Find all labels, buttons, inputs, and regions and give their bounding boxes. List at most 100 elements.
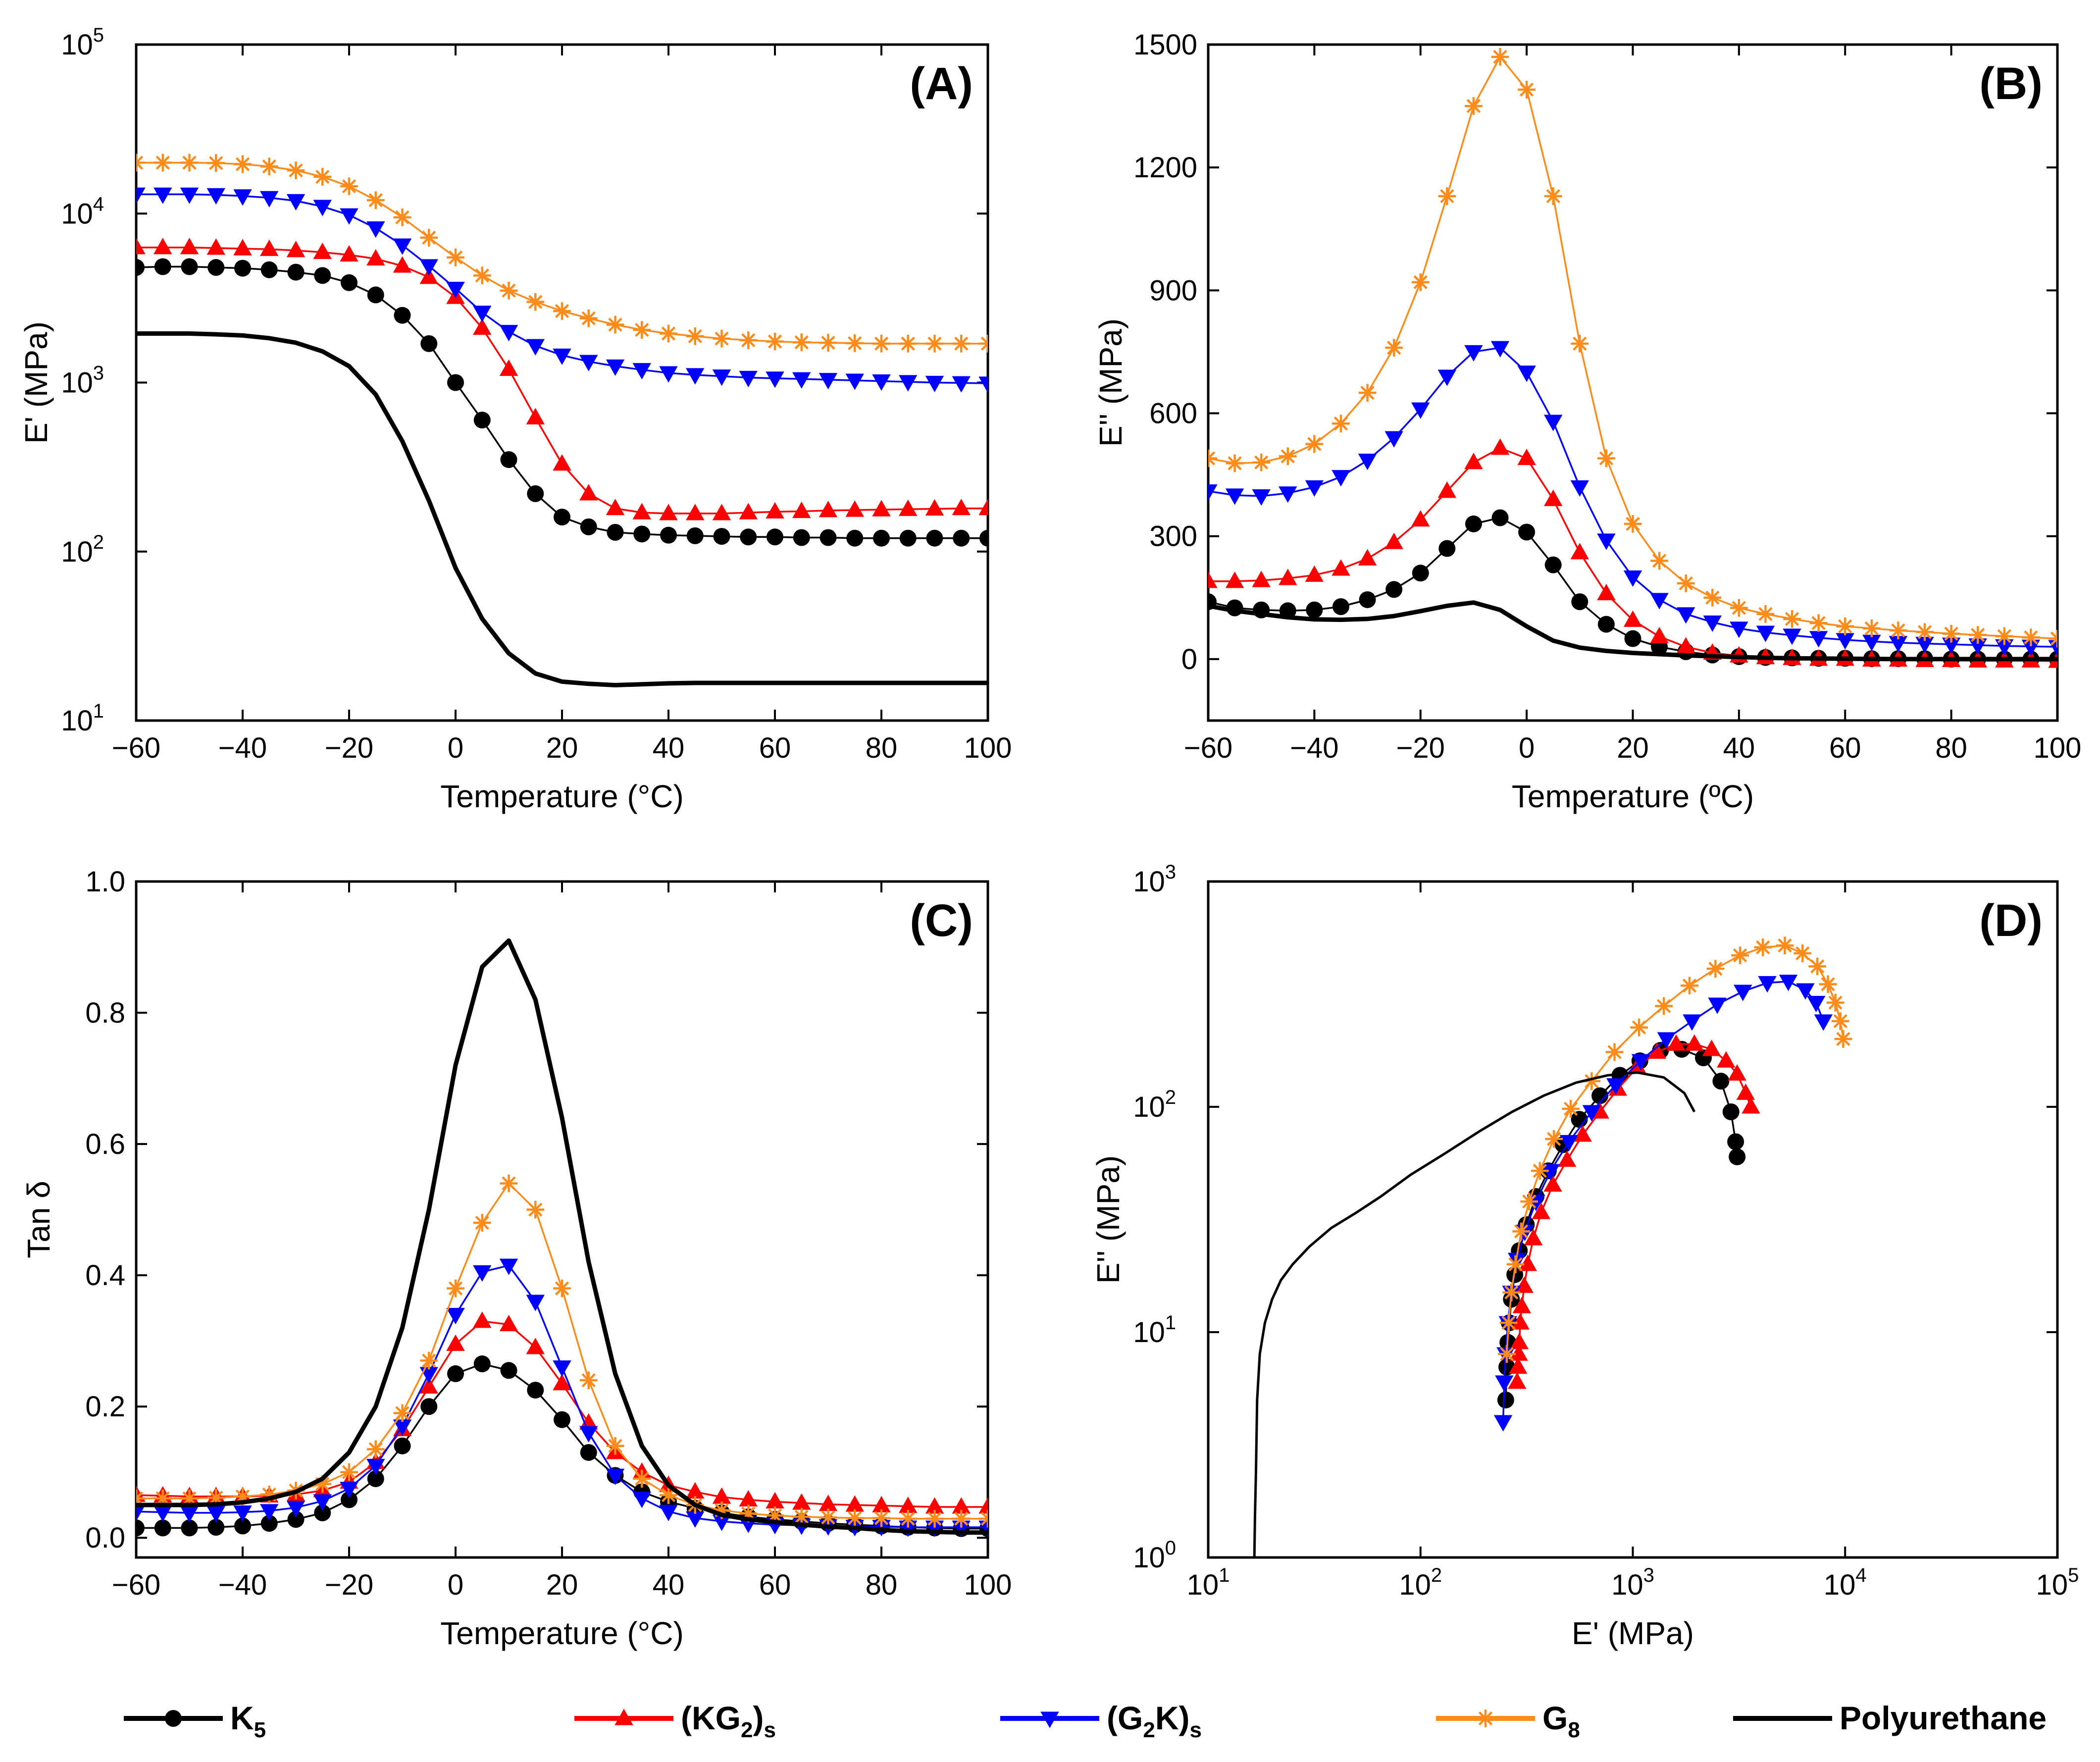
data-point	[1510, 1333, 1529, 1349]
data-point	[340, 1482, 359, 1499]
data-point	[366, 249, 385, 266]
data-point	[952, 1497, 971, 1514]
data-point	[846, 1509, 864, 1527]
data-point	[1490, 438, 1510, 455]
data-point	[526, 408, 545, 424]
x-tick-label: 60	[759, 1569, 791, 1601]
data-point	[554, 1411, 570, 1428]
data-point	[633, 1470, 651, 1488]
x-tick-label: 80	[866, 1569, 898, 1601]
data-point	[1438, 187, 1456, 205]
data-point	[553, 348, 571, 365]
data-point	[136, 1504, 146, 1521]
data-point	[473, 318, 492, 335]
data-point	[712, 1487, 731, 1504]
data-point	[207, 1489, 225, 1507]
data-point	[1776, 936, 1794, 955]
x-tick-label: 80	[866, 732, 898, 764]
data-point	[446, 282, 465, 299]
legend-marker	[1477, 1710, 1494, 1727]
data-point	[1916, 623, 1934, 641]
y-tick-label: 600	[1149, 398, 1197, 430]
series-line	[1208, 447, 2057, 662]
data-point	[1225, 571, 1244, 588]
x-tick-label: −60	[112, 732, 160, 764]
data-point	[792, 1507, 811, 1526]
data-point	[1332, 415, 1350, 433]
data-point	[579, 1426, 598, 1443]
data-point	[899, 375, 918, 392]
data-point	[899, 1509, 917, 1528]
series-polyurethane	[136, 938, 988, 1535]
data-point	[1490, 341, 1510, 358]
data-point	[1544, 556, 1562, 573]
data-point	[1465, 515, 1482, 532]
data-point	[1605, 1043, 1624, 1061]
data-point	[899, 499, 918, 516]
data-point	[925, 335, 944, 353]
panel-label: (D)	[1979, 895, 2043, 946]
data-point	[1512, 1296, 1532, 1313]
data-point	[1650, 593, 1669, 610]
y-tick-label: 1200	[1133, 152, 1197, 184]
data-point	[1702, 1039, 1721, 1056]
y-tick-label: 104	[61, 193, 104, 230]
data-point	[1252, 489, 1271, 506]
y-tick-label: 900	[1149, 274, 1197, 307]
data-point	[1728, 1064, 1746, 1081]
data-point	[313, 168, 332, 186]
data-point	[713, 329, 731, 348]
data-point	[314, 1504, 331, 1521]
x-tick-label: 40	[653, 1569, 685, 1601]
y-tick-label: 0	[1181, 643, 1197, 675]
y-tick-label: 102	[1133, 1087, 1176, 1123]
y-tick-label: 0.4	[85, 1259, 125, 1292]
data-point	[136, 187, 146, 204]
y-axis-title: E'' (MPa)	[1090, 1155, 1126, 1284]
data-point	[1862, 620, 1881, 637]
data-point	[1509, 1344, 1528, 1361]
x-tick-label: 0	[1519, 732, 1535, 764]
data-point	[1508, 1252, 1527, 1269]
data-point	[1358, 384, 1377, 402]
data-point	[766, 502, 784, 518]
data-point	[500, 281, 518, 300]
data-point	[632, 363, 651, 380]
data-point	[1685, 1034, 1704, 1051]
data-point	[499, 325, 518, 342]
data-point	[260, 1515, 278, 1532]
data-point	[1208, 449, 1217, 467]
data-point	[1544, 187, 1562, 205]
data-point	[766, 1506, 784, 1525]
data-point	[1597, 533, 1616, 550]
data-point	[1683, 1014, 1701, 1031]
y-tick-label: 101	[1133, 1312, 1176, 1348]
data-point	[767, 528, 783, 546]
data-point	[136, 154, 145, 172]
data-point	[206, 238, 225, 255]
data-point	[899, 1497, 918, 1513]
x-axis-title: Temperature (°C)	[440, 778, 684, 814]
data-point	[1703, 615, 1722, 632]
data-point	[1544, 489, 1563, 506]
data-point	[846, 529, 864, 547]
legend-label: G8	[1542, 1700, 1580, 1742]
data-point	[1411, 273, 1430, 291]
data-point	[340, 1463, 358, 1481]
data-point	[1332, 470, 1350, 487]
data-point	[1506, 1255, 1525, 1273]
series-g8	[1208, 48, 2057, 648]
data-point	[925, 1509, 944, 1528]
data-point	[713, 528, 730, 545]
data-point	[979, 529, 988, 547]
data-point	[1252, 570, 1271, 587]
x-tick-label: 80	[1935, 732, 1967, 764]
data-point	[1591, 1087, 1609, 1104]
data-point	[1712, 1073, 1730, 1090]
series-line	[1253, 1071, 1696, 1557]
data-point	[136, 259, 145, 276]
series-line	[1208, 600, 2057, 662]
series-kg2s	[136, 238, 988, 520]
data-point	[633, 525, 651, 543]
